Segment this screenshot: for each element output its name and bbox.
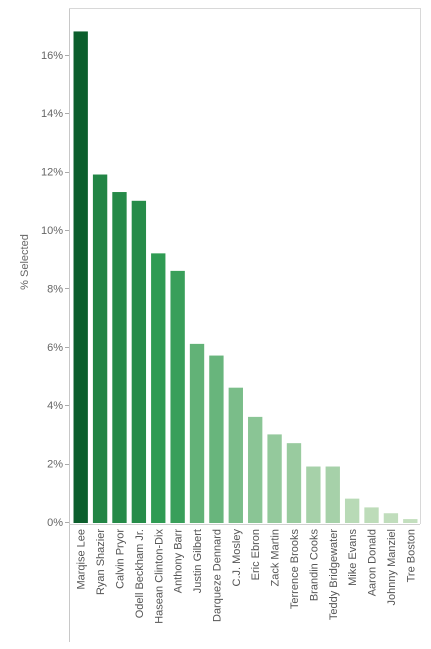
y-axis: 0% 2% 4% 6% 8% 10% 12% 14% 16% bbox=[41, 50, 69, 529]
x-category-label: C.J. Mosley bbox=[231, 529, 243, 587]
bar bbox=[403, 519, 418, 523]
bar bbox=[344, 498, 360, 523]
y-tick-label: 8% bbox=[47, 283, 63, 295]
x-category-label: Brandin Cooks bbox=[308, 529, 320, 602]
y-axis-title: % Selected bbox=[19, 234, 31, 290]
bar bbox=[325, 466, 340, 523]
bar bbox=[112, 192, 127, 524]
x-category-label: Darqueze Dennard bbox=[211, 529, 223, 622]
x-category-label: Teddy Bridgewater bbox=[328, 529, 340, 620]
bar bbox=[267, 434, 282, 523]
bar bbox=[248, 416, 263, 523]
x-category-label: Odell Beckham Jr. bbox=[134, 529, 146, 618]
x-category-label: Anthony Barr bbox=[173, 529, 185, 594]
x-category-label: Aaron Donald bbox=[367, 529, 379, 596]
bar bbox=[364, 507, 379, 523]
bar bbox=[131, 200, 147, 524]
x-category-label: Tre Boston bbox=[405, 529, 417, 582]
x-category-label: Ryan Shazier bbox=[95, 529, 107, 595]
x-category-label: Calvin Pryor bbox=[114, 529, 126, 589]
y-tick-label: 4% bbox=[47, 400, 63, 412]
x-category-label: Marqise Lee bbox=[76, 529, 88, 590]
bar bbox=[228, 387, 243, 523]
bar bbox=[92, 174, 108, 523]
bar bbox=[189, 343, 205, 523]
x-category-label: Hasean Clinton-Dix bbox=[153, 529, 165, 624]
x-category-label: Justin Gilbert bbox=[192, 529, 204, 593]
y-tick-label: 2% bbox=[47, 459, 63, 471]
x-category-label: Eric Ebron bbox=[250, 529, 262, 580]
y-tick-label: 12% bbox=[41, 167, 63, 179]
bar bbox=[209, 355, 224, 523]
x-category-label: Terrence Brooks bbox=[289, 529, 301, 610]
bar bbox=[306, 466, 321, 523]
bar bbox=[286, 443, 302, 523]
y-tick-label: 14% bbox=[41, 108, 63, 120]
y-tick-label: 10% bbox=[41, 225, 63, 237]
x-category-label: Zack Martin bbox=[270, 529, 282, 586]
plot-frame bbox=[69, 8, 421, 642]
bar bbox=[383, 513, 399, 523]
bar bbox=[170, 270, 185, 523]
x-axis-labels: Marqise Lee Ryan Shazier Calvin Pryor Odell… bbox=[76, 529, 418, 624]
y-tick-label: 16% bbox=[41, 50, 63, 62]
bar bbox=[151, 253, 166, 524]
x-category-label: Mike Evans bbox=[347, 529, 359, 586]
y-tick-label: 6% bbox=[47, 342, 63, 354]
x-category-label: Johnny Manziel bbox=[386, 529, 398, 605]
bar bbox=[73, 31, 88, 523]
y-tick-label: 0% bbox=[47, 517, 63, 529]
bars bbox=[73, 31, 418, 524]
